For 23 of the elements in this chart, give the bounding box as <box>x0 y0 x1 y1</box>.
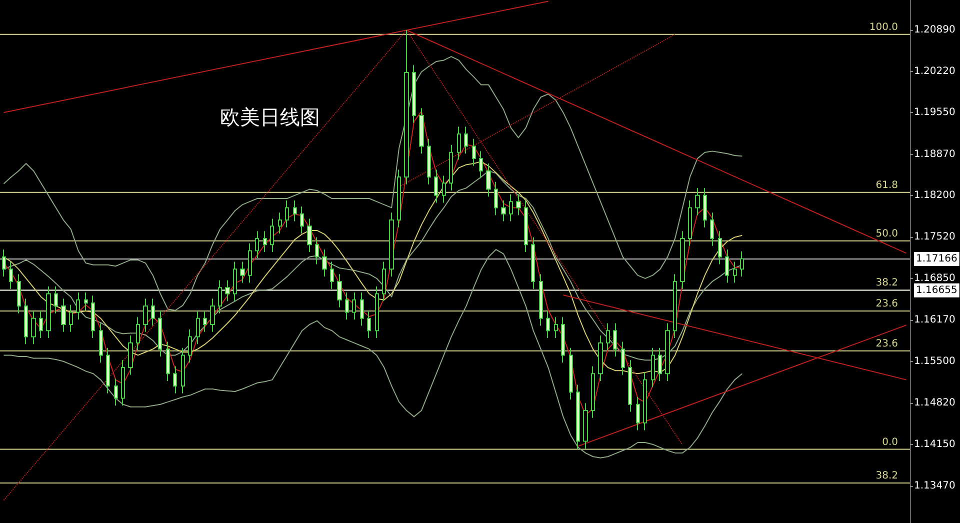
y-tick-label: 1.13470 <box>914 480 956 492</box>
y-tick-label: 1.15500 <box>914 356 956 367</box>
y-tick-label: 1.16170 <box>914 314 956 326</box>
y-tick-label: 1.16850 <box>914 272 956 284</box>
annotation: 23.6 <box>876 338 898 350</box>
ref-line-label: 1.16655 <box>916 284 958 296</box>
y-tick-label: 1.18870 <box>914 148 956 160</box>
text: 欧美日线图 <box>220 105 320 129</box>
y-tick-label: 1.20890 <box>914 24 956 36</box>
annotation: 23.6 <box>876 298 898 310</box>
annotation: 0.0 <box>882 436 898 448</box>
y-tick-label: 1.14150 <box>914 438 956 450</box>
ref-line-label: 1.17166 <box>916 253 958 264</box>
y-tick-label: 1.20220 <box>914 66 956 77</box>
y-tick-label: 1.19550 <box>914 106 956 118</box>
annotation: 61.8 <box>876 180 898 191</box>
y-tick-label: 1.17520 <box>914 232 956 243</box>
annotation: 38.2 <box>876 470 898 482</box>
annotation: 50.0 <box>876 228 898 240</box>
annotation: 38.2 <box>876 278 898 289</box>
annotation: 100.0 <box>869 22 898 33</box>
y-tick-label: 1.18200 <box>914 190 956 201</box>
y-tick-label: 1.14820 <box>914 398 956 409</box>
